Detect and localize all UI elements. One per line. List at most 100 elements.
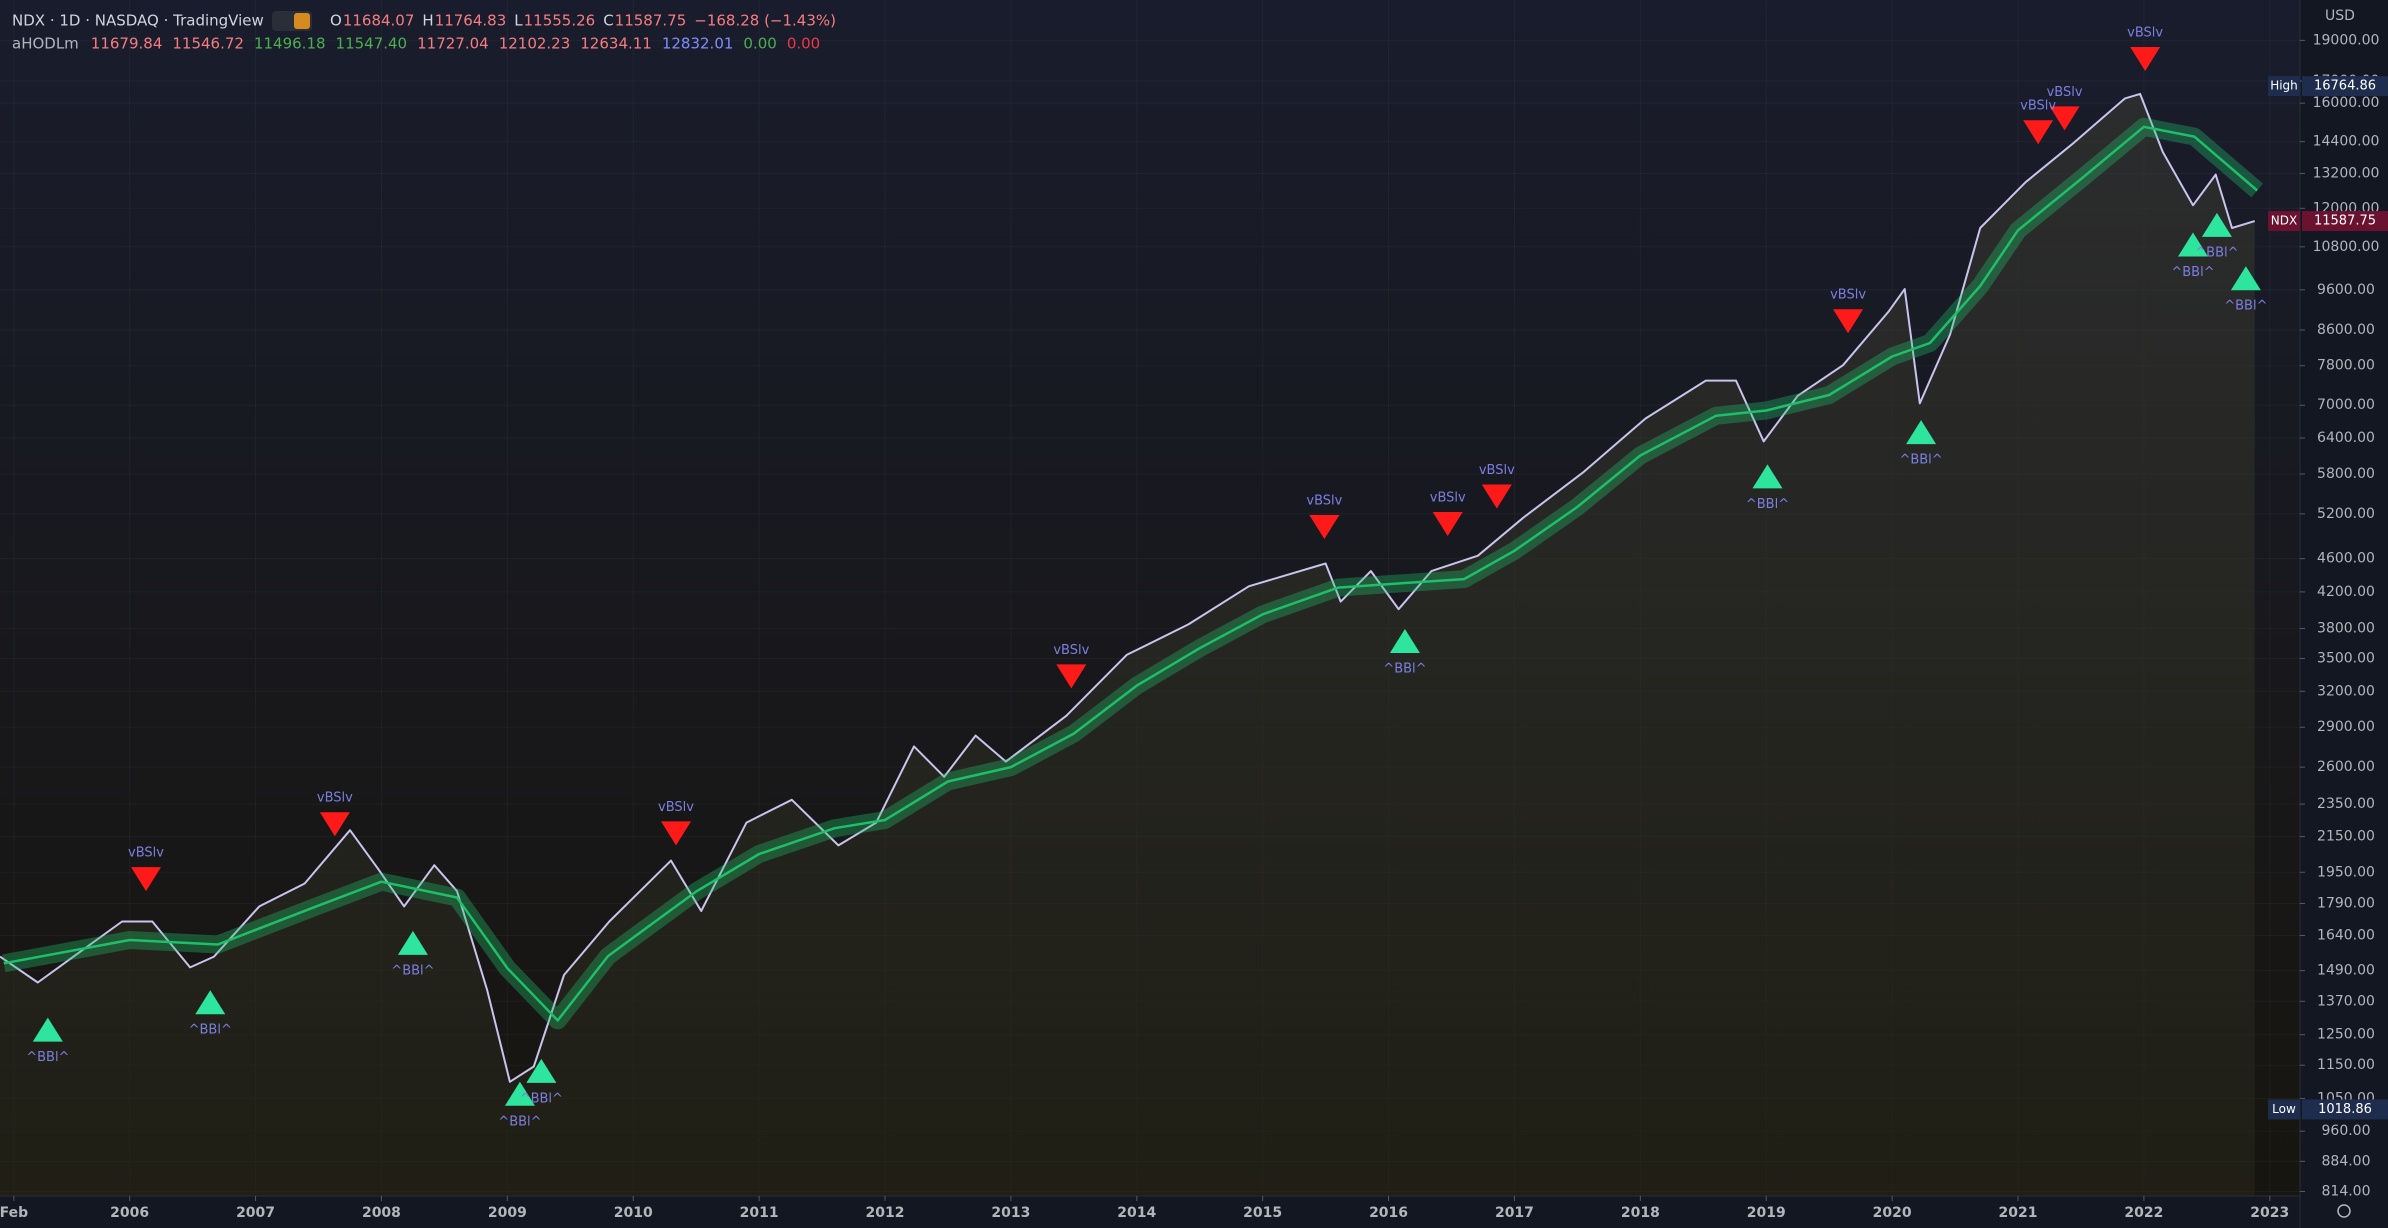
buy-signal	[397, 930, 428, 955]
y-tick-label: 1250.00	[2317, 1027, 2375, 1043]
ohlc-value: 11555.26	[524, 12, 596, 30]
signal-label: ^BBl^	[1383, 661, 1426, 676]
price-tag-bg	[2302, 1099, 2388, 1120]
signal-label: ^BBl^	[520, 1091, 563, 1106]
y-tick-label: 6400.00	[2317, 430, 2375, 446]
y-tick-label: 1370.00	[2317, 993, 2375, 1009]
y-tick-label: 2150.00	[2317, 829, 2375, 845]
sell-signal	[2130, 47, 2161, 72]
y-tick-label: 8600.00	[2317, 322, 2375, 338]
buy-signal	[32, 1017, 63, 1042]
y-tick-label: 2600.00	[2317, 759, 2375, 775]
y-tick-label: 7000.00	[2317, 397, 2375, 413]
price-tag-label: High	[2270, 79, 2298, 93]
time-axis-background	[0, 1196, 2300, 1228]
signal-label: ^BBl^	[2171, 265, 2214, 280]
y-tick-label: 4200.00	[2317, 584, 2375, 600]
buy-signal	[1906, 420, 1937, 445]
y-tick-label: 14400.00	[2313, 134, 2380, 150]
signal-label: vBSlv	[128, 846, 164, 861]
indicator-value: 11727.04	[417, 35, 489, 53]
sell-signal	[319, 812, 350, 837]
y-tick-label: 16000.00	[2313, 95, 2380, 111]
y-tick-label: 2350.00	[2317, 796, 2375, 812]
indicator-value: 12832.01	[662, 35, 734, 53]
price-tag-value: 11587.75	[2314, 214, 2376, 229]
buy-signal	[2177, 232, 2208, 257]
sell-signal	[1309, 515, 1340, 540]
buy-signal	[2201, 212, 2232, 237]
settings-icon[interactable]	[2337, 1204, 2351, 1218]
signal-label: ^BBl^	[26, 1050, 69, 1065]
y-tick-label: 10800.00	[2313, 239, 2380, 255]
signal-label: ^BBl^	[498, 1114, 541, 1129]
x-tick-label: 2012	[866, 1205, 905, 1221]
y-tick-label: 1950.00	[2317, 864, 2375, 880]
signal-label: ^BBl^	[1746, 497, 1789, 512]
price-change: −168.28 (−1.43%)	[694, 12, 836, 30]
x-tick-label: 2020	[1873, 1205, 1912, 1221]
indicator-value: 11496.18	[254, 35, 326, 53]
sell-signal	[2023, 120, 2054, 145]
sell-signal	[1432, 512, 1463, 537]
signal-label: ^BBl^	[391, 963, 434, 978]
sell-signal	[2049, 106, 2080, 131]
y-tick-label: 3500.00	[2317, 651, 2375, 667]
price-tag-label-bg	[2268, 211, 2300, 232]
ohlc-key: C	[603, 12, 613, 30]
ohlc-value: 11684.07	[343, 12, 415, 30]
indicator-value: 0.00	[787, 35, 820, 53]
signal-label: ^BBl^	[2224, 299, 2267, 314]
x-tick-label: 2011	[740, 1205, 779, 1221]
buy-signal	[526, 1058, 557, 1083]
x-tick-label: 2007	[236, 1205, 275, 1221]
price-tag-label: Low	[2272, 1102, 2296, 1116]
price-tag-label-bg	[2268, 76, 2300, 97]
x-tick-label: 2006	[110, 1205, 149, 1221]
y-tick-label: 814.00	[2322, 1183, 2371, 1199]
x-tick-label: 2016	[1369, 1205, 1408, 1221]
price-tag-label-bg	[2268, 1099, 2300, 1120]
signal-label: vBSlv	[658, 800, 694, 815]
x-tick-label: 2014	[1117, 1205, 1156, 1221]
price-tag-bg	[2302, 211, 2388, 232]
sell-signal	[131, 867, 162, 892]
indicator-name: aHODLm	[12, 35, 79, 53]
y-tick-label: 3200.00	[2317, 683, 2375, 699]
signal-label: vBSlv	[2047, 85, 2083, 100]
price-tag-label: NDX	[2271, 214, 2297, 228]
signal-label: ^BBl^	[1899, 453, 1942, 468]
x-tick-label: 2018	[1621, 1205, 1660, 1221]
ohlc-key: O	[330, 12, 342, 30]
buy-signal	[2230, 266, 2261, 291]
y-tick-label: 19000.00	[2313, 32, 2380, 48]
price-tag-value: 16764.86	[2314, 79, 2376, 94]
chart-title: NDX · 1D · NASDAQ · TradingView	[12, 12, 264, 30]
price-tag-value: 1018.86	[2318, 1102, 2372, 1117]
band-line	[3, 125, 2259, 1022]
y-tick-label: 960.00	[2322, 1123, 2371, 1139]
y-tick-label: 1640.00	[2317, 928, 2375, 944]
signal-label: vBSlv	[1306, 494, 1342, 509]
y-tick-label: 1490.00	[2317, 963, 2375, 979]
x-tick-label: 2015	[1243, 1205, 1282, 1221]
y-tick-label: 9600.00	[2317, 282, 2375, 298]
y-tick-label: 1150.00	[2317, 1057, 2375, 1073]
y-tick-label: 3800.00	[2317, 620, 2375, 636]
signal-label: vBSlv	[317, 791, 353, 806]
indicator-value: 11679.84	[91, 35, 163, 53]
indicator-value: 0.00	[743, 35, 776, 53]
x-tick-label: 2019	[1747, 1205, 1786, 1221]
x-tick-label: 2009	[488, 1205, 527, 1221]
signal-label: vBSlv	[1430, 491, 1466, 506]
ohlc-value: 11764.83	[435, 12, 507, 30]
y-tick-label: 13200.00	[2313, 165, 2380, 181]
x-tick-label: 2010	[614, 1205, 653, 1221]
price-tag-bg	[2302, 76, 2388, 97]
signal-label: ^BBl^	[2195, 245, 2238, 260]
indicator-value: 12102.23	[499, 35, 571, 53]
price-area	[0, 93, 2255, 1196]
sell-signal	[1833, 309, 1864, 334]
interval-badge[interactable]	[294, 13, 310, 29]
indicator-value: 12634.11	[580, 35, 652, 53]
